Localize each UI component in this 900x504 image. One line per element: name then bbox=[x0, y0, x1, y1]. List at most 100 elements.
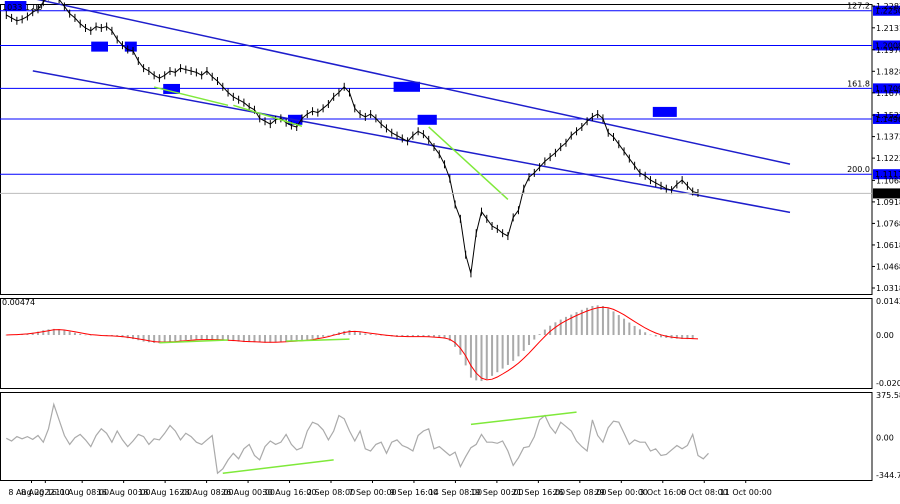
price-divergence-line bbox=[153, 86, 229, 107]
macd-histogram-bar bbox=[675, 335, 678, 339]
macd-histogram-bar bbox=[506, 335, 509, 365]
signal-marker bbox=[417, 114, 437, 125]
channel-upper-line bbox=[36, 0, 791, 165]
macd-histogram-bar bbox=[628, 322, 631, 336]
macd-histogram-bar bbox=[58, 329, 61, 336]
macd-histogram-bar bbox=[491, 335, 494, 376]
macd-histogram-bar bbox=[221, 335, 224, 341]
price-line bbox=[6, 0, 699, 274]
time-tick-label: 6 Oct 08:00 bbox=[681, 488, 728, 497]
level-price-tag bbox=[873, 169, 900, 180]
price-tick-label: 1.0768 bbox=[876, 219, 900, 228]
price-tick-label: 1.1068 bbox=[876, 176, 900, 185]
price-tick-label: 1.1828 bbox=[876, 67, 900, 76]
macd-histogram-bar bbox=[422, 335, 425, 337]
macd-histogram-bar bbox=[612, 311, 615, 336]
time-tick-label: 23 Aug 08:00 bbox=[180, 488, 234, 497]
price-tick-label: 1.1678 bbox=[876, 89, 900, 98]
macd-histogram-bar bbox=[691, 335, 694, 340]
macd-histogram-bar bbox=[322, 335, 325, 337]
macd-panel-frame bbox=[0, 298, 873, 389]
macd-histogram-bar bbox=[163, 335, 166, 343]
level-price-label: 1.2250 bbox=[875, 7, 900, 16]
macd-histogram-bar bbox=[316, 335, 319, 338]
macd-histogram-bar bbox=[485, 335, 488, 380]
level-price-tag bbox=[873, 5, 900, 16]
macd-histogram-bar bbox=[607, 308, 610, 336]
macd-histogram-bar bbox=[617, 315, 620, 336]
macd-histogram-bar bbox=[232, 335, 235, 342]
price-tick-label: 1.1978 bbox=[876, 46, 900, 55]
macd-histogram-bar bbox=[543, 329, 546, 336]
macd-histogram-bar bbox=[380, 335, 383, 336]
price-tick-label: 1.2283 bbox=[876, 2, 900, 11]
time-tick-label: 29 Sep 00:00 bbox=[595, 488, 648, 497]
macd-histogram-bar bbox=[147, 335, 150, 343]
macd-histogram-bar bbox=[454, 335, 457, 347]
macd-histogram-bar bbox=[116, 335, 119, 337]
macd-histogram-bar bbox=[660, 335, 663, 338]
time-tick-label: 14 Sep 08:00 bbox=[429, 488, 482, 497]
macd-histogram-bar bbox=[353, 330, 356, 336]
time-tick-label: 7 Sep 00:00 bbox=[348, 488, 396, 497]
macd-histogram-bar bbox=[522, 335, 525, 351]
macd-histogram-bar bbox=[348, 330, 351, 336]
macd-histogram-bar bbox=[264, 335, 267, 343]
signal-marker bbox=[124, 41, 137, 52]
macd-histogram-bar bbox=[279, 335, 282, 343]
cci-line bbox=[6, 402, 709, 475]
macd-histogram-bar bbox=[459, 335, 462, 355]
time-tick-label: 19 Sep 00:00 bbox=[470, 488, 523, 497]
macd-signal-line bbox=[6, 306, 699, 381]
macd-histogram-bar bbox=[686, 335, 689, 340]
level-price-label: 1.2008 bbox=[875, 41, 900, 50]
price-tick-label: 1.1223 bbox=[876, 154, 900, 163]
cci-tick-label: -344.798 bbox=[876, 471, 900, 480]
price-tick-label: 1.1373 bbox=[876, 133, 900, 142]
macd-histogram-bar bbox=[623, 318, 626, 336]
macd-histogram-bar bbox=[184, 335, 187, 341]
macd-histogram-bar bbox=[538, 334, 541, 336]
cci-panel-frame bbox=[0, 392, 873, 481]
macd-histogram-bar bbox=[469, 335, 472, 378]
time-tick-label: 18 Aug 16:00 bbox=[138, 488, 192, 497]
time-tick-label: 11 Oct 00:00 bbox=[720, 488, 772, 497]
symbol-readout: 1033 1.09 bbox=[2, 3, 43, 12]
macd-histogram-bar bbox=[179, 335, 182, 341]
macd-histogram-bar bbox=[258, 335, 261, 343]
macd-tick-label: 0.00 bbox=[876, 331, 894, 340]
macd-histogram-bar bbox=[464, 335, 467, 366]
current-price-label: 1.0977 bbox=[875, 189, 900, 198]
cci-tick-label: 375.5808 bbox=[876, 391, 900, 400]
time-tick-label: 8 Aug 2022 bbox=[8, 488, 54, 497]
macd-histogram-bar bbox=[638, 329, 641, 336]
time-tick-label: 2 Sep 08:00 bbox=[307, 488, 355, 497]
macd-histogram-bar bbox=[200, 335, 203, 340]
time-tick-label: 3 Oct 16:00 bbox=[639, 488, 686, 497]
macd-histogram-bar bbox=[274, 335, 277, 343]
macd-histogram-bar bbox=[126, 335, 129, 339]
macd-histogram-bar bbox=[36, 331, 39, 336]
macd-histogram-bar bbox=[84, 334, 87, 336]
signal-marker bbox=[163, 83, 180, 94]
signal-marker bbox=[393, 81, 420, 92]
macd-histogram-bar bbox=[195, 335, 198, 340]
macd-histogram-bar bbox=[168, 335, 171, 342]
macd-histogram-bar bbox=[438, 335, 441, 338]
macd-histogram-bar bbox=[63, 330, 66, 336]
macd-histogram-bar bbox=[596, 305, 599, 336]
level-price-tag bbox=[873, 113, 900, 124]
price-tick-label: 1.0918 bbox=[876, 198, 900, 207]
macd-histogram-bar bbox=[654, 335, 657, 337]
macd-histogram-bar bbox=[290, 335, 293, 342]
macd-histogram-bar bbox=[649, 334, 652, 336]
macd-histogram-bar bbox=[242, 335, 245, 343]
cci-tick-label: 0.00 bbox=[876, 434, 894, 443]
price-divergence-line bbox=[233, 104, 303, 127]
macd-histogram-bar bbox=[190, 335, 193, 340]
macd-histogram-bar bbox=[153, 335, 156, 343]
channel-lower-line bbox=[32, 70, 791, 214]
